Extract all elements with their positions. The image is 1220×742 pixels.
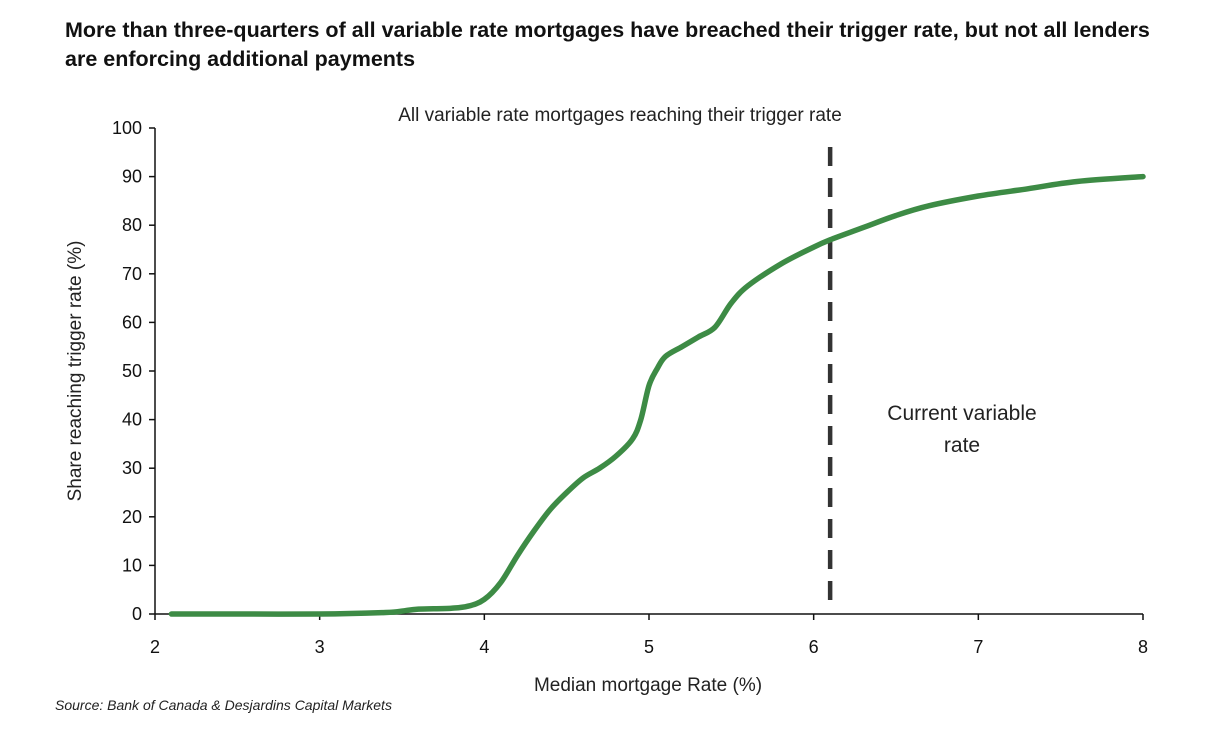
- y-tick-label: 90: [122, 167, 142, 187]
- y-tick-label: 80: [122, 215, 142, 235]
- x-tick-label: 8: [1138, 637, 1148, 657]
- x-tick-label: 7: [973, 637, 983, 657]
- y-tick-label: 70: [122, 264, 142, 284]
- x-tick-label: 4: [479, 637, 489, 657]
- source-note: Source: Bank of Canada & Desjardins Capi…: [55, 697, 392, 713]
- x-tick-label: 5: [644, 637, 654, 657]
- series-label: All variable rate mortgages reaching the…: [398, 105, 842, 126]
- y-axis-label: Share reaching trigger rate (%): [65, 241, 86, 502]
- series-line: [168, 173, 1146, 617]
- y-tick-label: 0: [132, 604, 142, 624]
- x-axis-label: Median mortgage Rate (%): [534, 675, 762, 696]
- y-axis-ticks: 0 10 20 30 40 50 60 70 80 90 100: [112, 118, 155, 624]
- x-tick-label: 2: [150, 637, 160, 657]
- current-rate-label-line1: Current variable: [887, 402, 1036, 425]
- y-tick-label: 30: [122, 458, 142, 478]
- x-tick-label: 3: [315, 637, 325, 657]
- y-tick-label: 100: [112, 118, 142, 138]
- current-rate-label-line2: rate: [944, 434, 980, 457]
- x-axis-ticks: 2 3 4 5 6 7 8: [150, 614, 1148, 657]
- y-tick-label: 10: [122, 555, 142, 575]
- y-tick-label: 60: [122, 312, 142, 332]
- x-tick-label: 6: [809, 637, 819, 657]
- chart-title: More than three-quarters of all variable…: [65, 18, 1150, 71]
- y-tick-label: 50: [122, 361, 142, 381]
- y-tick-label: 20: [122, 507, 142, 527]
- y-tick-label: 40: [122, 410, 142, 430]
